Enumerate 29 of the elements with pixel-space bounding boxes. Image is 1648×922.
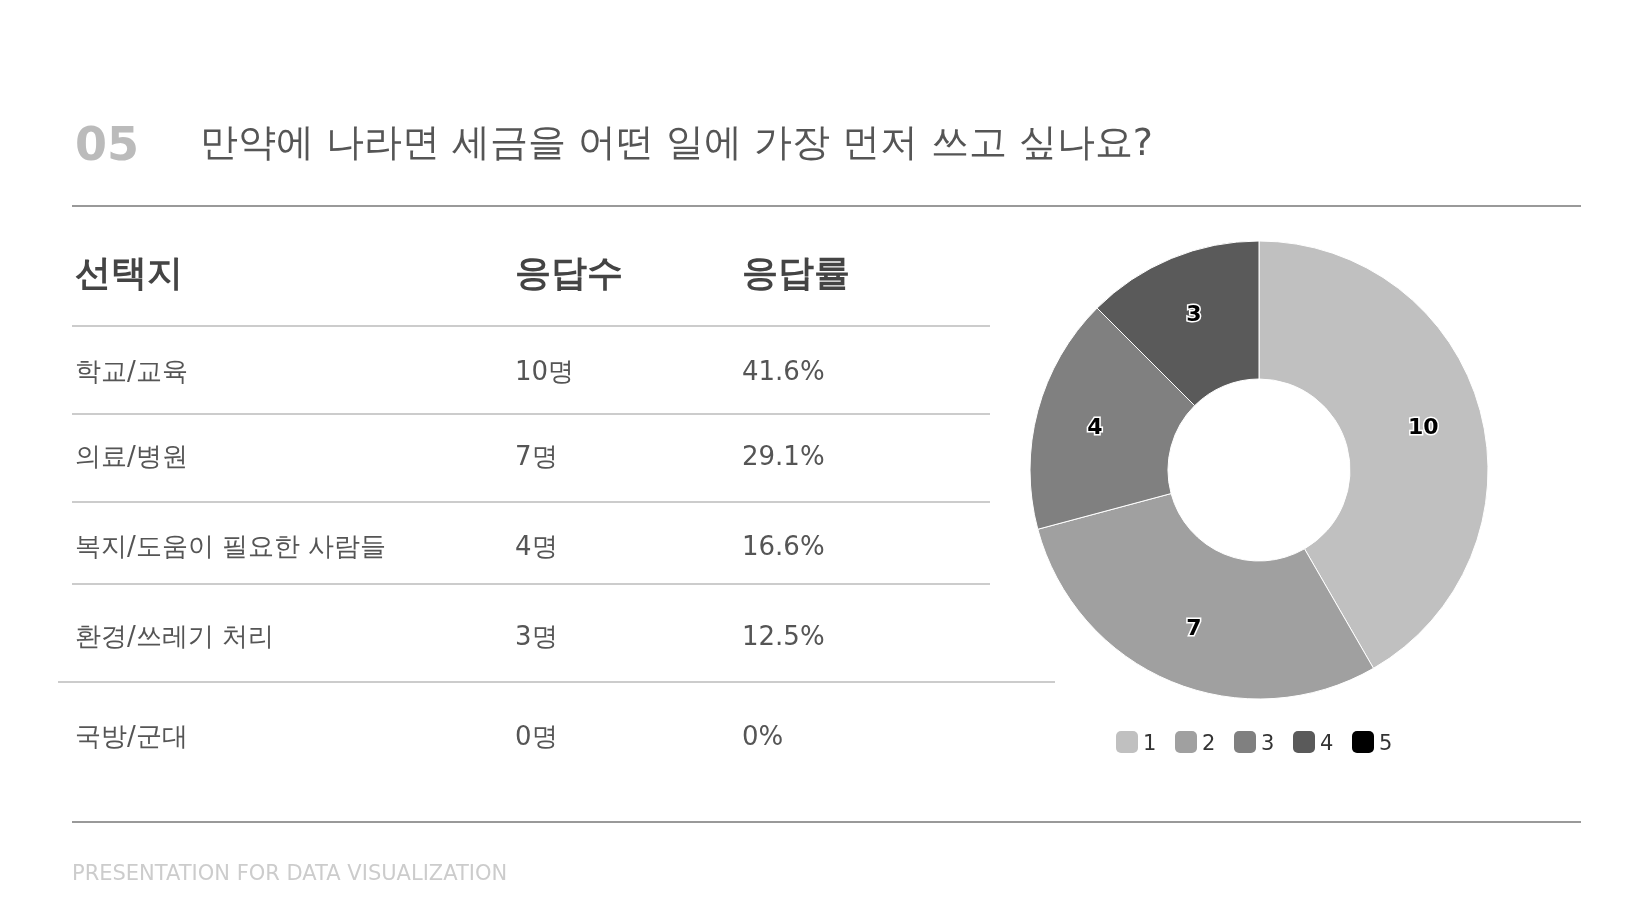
text: 41.6% [742, 356, 825, 386]
data-label: 10 [1407, 414, 1439, 439]
data-label: 3 [1186, 300, 1202, 326]
legend-label: 1 [1143, 731, 1157, 755]
text: 응답수 [515, 252, 623, 293]
text: 선택지 [75, 252, 183, 293]
legend-label: 5 [1379, 731, 1393, 755]
text: 7명 [515, 441, 558, 471]
text: 29.1% [742, 441, 825, 471]
text: 0명 [515, 721, 558, 751]
text: 학교/교육 [75, 356, 188, 386]
text: 국방/군대 [75, 721, 188, 751]
text: 응답률 [742, 252, 850, 293]
legend-label: 3 [1261, 731, 1275, 755]
text: 0% [742, 721, 784, 751]
text: 10명 [515, 356, 575, 386]
text: 의료/병원 [75, 441, 188, 471]
text: 만약에 나라면 세금을 어떤 일에 가장 먼저 쓰고 싶나요? [200, 120, 1153, 164]
legend-label: 2 [1202, 731, 1216, 755]
text: 16.6% [742, 531, 825, 561]
text: 3명 [515, 621, 558, 651]
text: 환경/쓰레기 처리 [75, 621, 275, 651]
text: 복지/도움이 필요한 사람들 [75, 531, 387, 561]
text: 05 [75, 117, 140, 171]
data-label: 7 [1186, 615, 1202, 641]
text: 12.5% [742, 621, 825, 651]
data-label: 4 [1087, 414, 1103, 439]
text: 4명 [515, 531, 558, 561]
legend-label: 4 [1320, 731, 1334, 755]
